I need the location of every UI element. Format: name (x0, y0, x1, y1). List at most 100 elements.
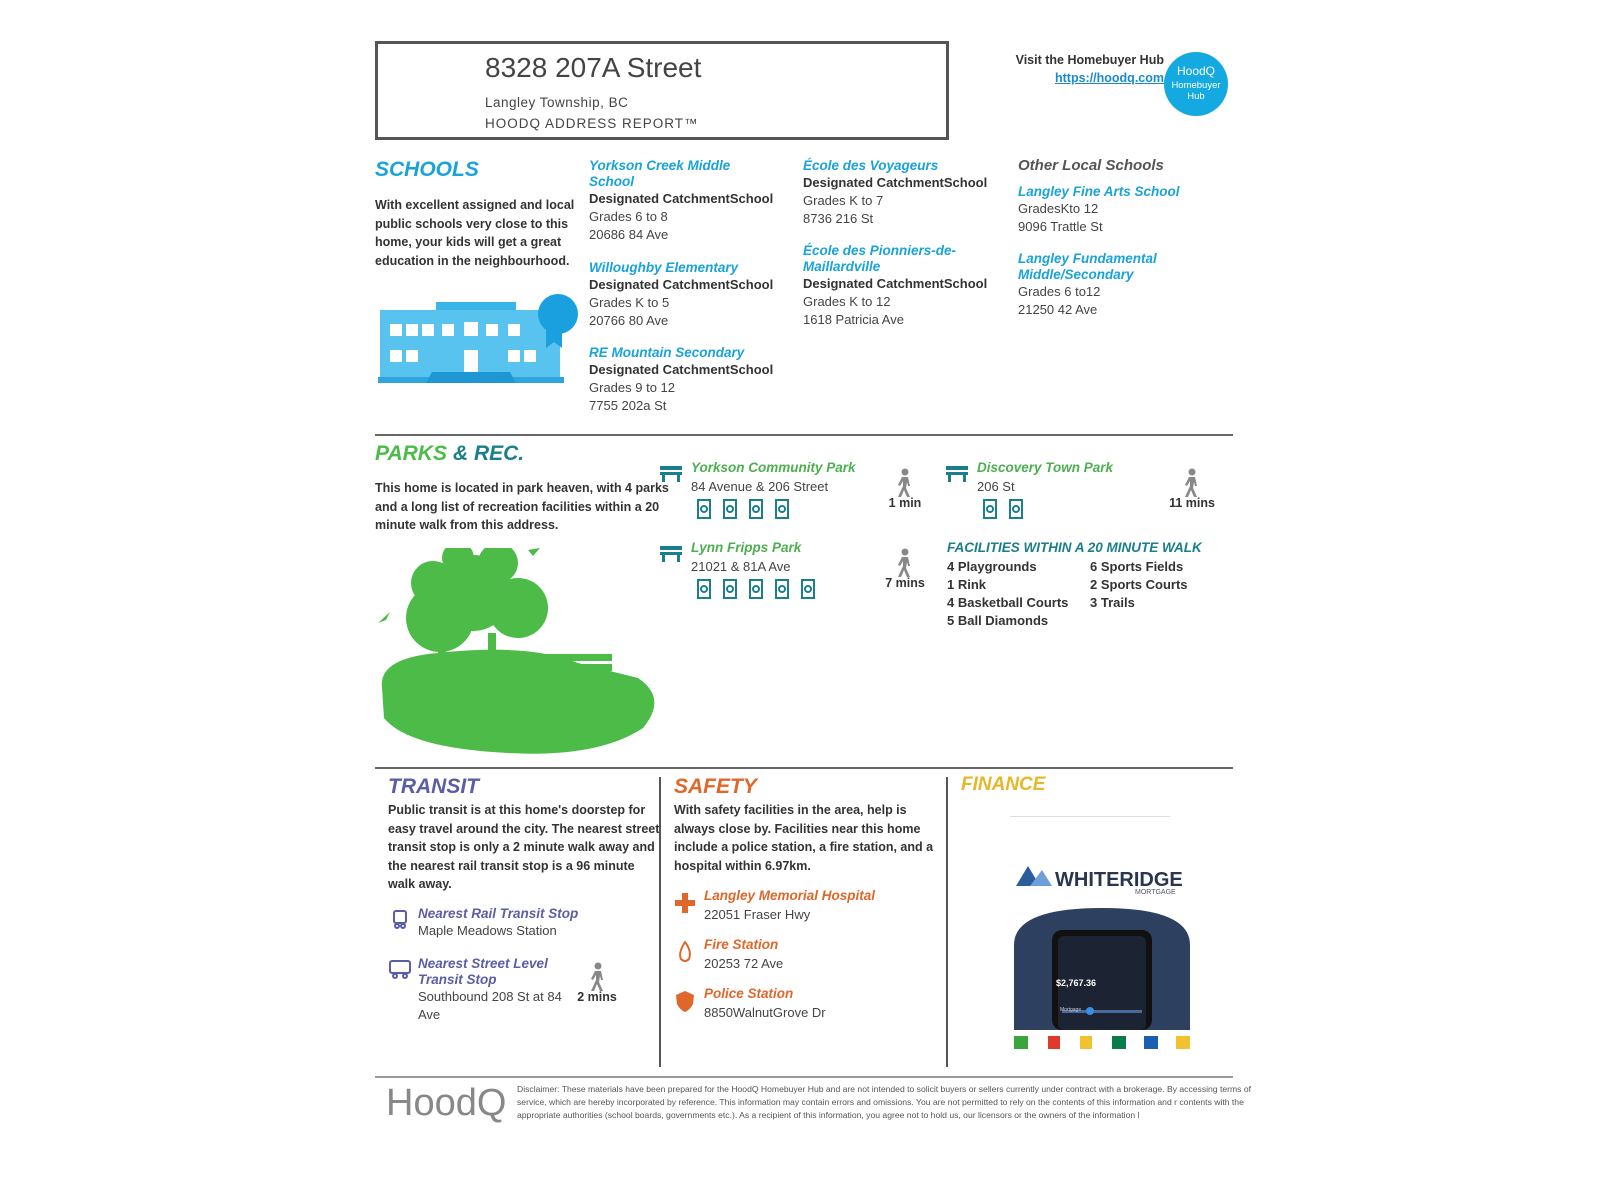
walk-icon (591, 962, 603, 991)
school: École des Voyageurs Designated CatchmentS… (803, 158, 988, 228)
section-title: SCHOOLS (375, 158, 479, 181)
divider (659, 777, 661, 1067)
school-grades: GradesKto 12 (1018, 201, 1099, 216)
section-title-part: & REC. (452, 442, 525, 465)
school-grades: Grades 9 to 12 (589, 380, 675, 395)
app-amount: $2,767.36 (1056, 978, 1097, 988)
section-title: TRANSIT (388, 775, 479, 798)
stop-name: Southbound 208 St at 84 Ave (418, 989, 562, 1022)
bench-icon (660, 466, 682, 482)
facility-icon (723, 579, 737, 599)
school-name: Langley Fine Arts School (1018, 184, 1180, 199)
park-address: 206 St (977, 479, 1015, 494)
section-description: This home is located in park heaven, wit… (375, 481, 669, 532)
section-title: SAFETY (674, 775, 757, 798)
school-grades: Grades K to 5 (589, 295, 670, 310)
facility: 4 Playgrounds (947, 559, 1037, 574)
facility-icon (1009, 499, 1023, 519)
finance-ad (1014, 866, 1190, 1049)
hub-link[interactable]: https://hoodq.com (1054, 71, 1164, 85)
school-grades: Grades K to 12 (803, 294, 891, 309)
park-illustration (378, 548, 655, 754)
park-address: 84 Avenue & 206 Street (691, 479, 829, 494)
walk-time: 11 mins (1169, 496, 1215, 510)
school-type: Designated CatchmentSchool (589, 191, 774, 206)
section-title-part: PARKS (375, 442, 447, 465)
city: Langley Township, BC (485, 95, 629, 110)
section-title: FINANCE (961, 774, 1046, 795)
school-type: Designated CatchmentSchool (803, 276, 988, 291)
facility: 2 Sports Courts (1090, 577, 1188, 592)
school-type: Designated CatchmentSchool (589, 362, 774, 377)
safety-name: Langley Memorial Hospital (704, 888, 876, 903)
transit-icon (393, 910, 407, 929)
section-description: With excellent assigned and local public… (375, 198, 575, 268)
section-title: PARKS & REC. (375, 442, 524, 466)
divider (375, 434, 1233, 436)
facility-icon (697, 499, 711, 519)
park-name: Lynn Fripps Park (691, 540, 802, 555)
school: École des Pionniers-de-Maillardville Desi… (803, 243, 988, 329)
school-address: 7755 202a St (589, 398, 667, 413)
facility: 1 Rink (947, 577, 987, 592)
hub-prompt: Visit the Homebuyer Hub (1015, 53, 1164, 67)
school-address: 21250 42 Ave (1018, 302, 1098, 317)
school-address: 20686 84 Ave (589, 227, 669, 242)
school: Langley Fine Arts School GradesKto 12 9096… (1018, 184, 1198, 236)
facility-icon (983, 499, 997, 519)
walk-icon (1185, 468, 1197, 497)
school-name: Willoughby Elementary (589, 260, 739, 275)
divider (946, 777, 948, 1067)
stop-name: Maple Meadows Station (418, 923, 557, 938)
footer-logo: HoodQ (386, 1082, 507, 1124)
school-address: 1618 Patricia Ave (803, 312, 904, 327)
school-grades: Grades K to 7 (803, 193, 884, 208)
school: Willoughby Elementary Designated Catchmen… (589, 260, 774, 330)
other-schools-title: Other Local Schools (1018, 157, 1164, 174)
school-type: Designated CatchmentSchool (589, 277, 774, 292)
report-label: HOODQ ADDRESS REPORT™ (485, 116, 699, 131)
stop-label: Nearest Street Level Transit Stop (418, 956, 548, 987)
transit-icon (389, 960, 411, 979)
school-name: Langley Fundamental Middle/Secondary (1018, 251, 1157, 282)
walk-time: 2 mins (577, 990, 617, 1004)
school-address: 9096 Trattle St (1018, 219, 1103, 234)
address: 8328 207A Street (485, 52, 702, 83)
stop-label: Nearest Rail Transit Stop (418, 906, 579, 921)
bench-icon (946, 466, 968, 482)
hub-badge-text: Hub (1187, 91, 1205, 102)
facility-icon (775, 579, 789, 599)
school-name: RE Mountain Secondary (589, 345, 745, 360)
section-description: With safety facilities in the area, help… (674, 803, 934, 873)
transit-stop: Nearest Street Level Transit Stop Southbo… (418, 956, 578, 1024)
finance-rule (1010, 816, 1170, 817)
facility: 3 Trails (1090, 595, 1135, 610)
school-illustration (378, 294, 578, 383)
finance-brand-sub: MORTGAGE (1135, 889, 1176, 896)
safety-icon (679, 941, 691, 962)
header-box (375, 41, 949, 140)
school: RE Mountain Secondary Designated Catchmen… (589, 345, 774, 415)
school: Yorkson Creek Middle School Designated Ca… (589, 158, 774, 244)
facility-icon (749, 579, 763, 599)
school-type: Designated CatchmentSchool (803, 175, 988, 190)
facility-icon (723, 499, 737, 519)
transit-stop: Nearest Rail Transit Stop Maple Meadows S… (418, 906, 618, 940)
walk-time: 7 mins (885, 576, 925, 590)
safety-icon (676, 991, 694, 1012)
facility-icon (801, 579, 815, 599)
facility: 5 Ball Diamonds (947, 613, 1049, 628)
school-grades: Grades 6 to12 (1018, 284, 1101, 299)
facilities-title: FACILITIES WITHIN A 20 MINUTE WALK (947, 540, 1202, 555)
divider (375, 1076, 1233, 1078)
school-name: École des Voyageurs (803, 158, 939, 173)
school-name: École des Pionniers-de-Maillardville (803, 243, 957, 274)
hub-badge-circle (1164, 52, 1228, 116)
disclaimer: Disclaimer: These materials have been pr… (517, 1084, 1252, 1120)
divider (375, 767, 1233, 769)
safety-name: Police Station (704, 986, 794, 1001)
school-address: 8736 216 St (803, 211, 874, 226)
safety-address: 20253 72 Ave (704, 956, 784, 971)
bench-icon (660, 546, 682, 562)
